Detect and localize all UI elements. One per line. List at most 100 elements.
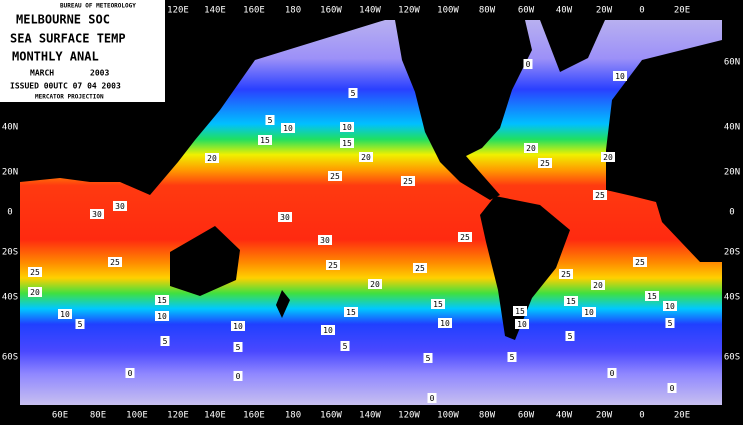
agency: BUREAU OF METEOROLOGY — [60, 3, 136, 10]
contour-label-box — [582, 307, 596, 317]
contour-label-box — [278, 212, 292, 222]
top-longitude: 20E — [674, 6, 690, 16]
contour-label-box — [90, 209, 104, 219]
contour-label-box — [326, 260, 340, 270]
contour-label-box — [593, 190, 607, 200]
contour-label: 25 — [30, 268, 40, 277]
contour-label: 10 — [233, 322, 243, 331]
top-longitude: 140E — [204, 6, 226, 16]
top-longitude: 120W — [398, 6, 420, 16]
contour-label: 0 — [236, 372, 241, 381]
contour-label: 5 — [343, 342, 348, 351]
contour-label: 15 — [566, 297, 576, 306]
contour-label-box — [28, 287, 42, 297]
contour-label: 5 — [568, 332, 573, 341]
contour-label-box — [75, 319, 85, 329]
contour-label: 25 — [110, 258, 120, 267]
contour-label-box — [328, 171, 342, 181]
contour-label-box — [565, 331, 575, 341]
bottom-longitude: 180 — [285, 411, 301, 421]
contour-label-box — [513, 306, 527, 316]
contour-label-box — [458, 232, 472, 242]
contour-label: 30 — [280, 213, 290, 222]
contour-label: 15 — [342, 139, 352, 148]
top-longitude: 160E — [243, 6, 265, 16]
header: BUREAU OF METEOROLOGY MELBOURNE SOC SEA … — [0, 0, 165, 102]
contour-label-box — [591, 280, 605, 290]
left-latitude: 0 — [7, 208, 12, 218]
issued: ISSUED 00UTC 07 04 2003 — [10, 82, 121, 91]
bottom-longitude: 160E — [243, 411, 265, 421]
contour-label-box — [438, 318, 452, 328]
top-longitude: 0 — [639, 6, 644, 16]
contour-label-box — [413, 263, 427, 273]
contour-label-box — [318, 235, 332, 245]
contour-label-box — [348, 88, 358, 98]
contour-label: 20 — [603, 153, 613, 162]
contour-label-box — [524, 143, 538, 153]
contour-label: 20 — [526, 144, 536, 153]
contour-label: 25 — [330, 172, 340, 181]
contour-label: 15 — [647, 292, 657, 301]
contour-label-box — [633, 257, 647, 267]
greenland — [540, 20, 605, 72]
contour-label: 15 — [515, 307, 525, 316]
contour-label-box — [607, 368, 617, 378]
contour-label-box — [423, 353, 433, 363]
right-latitude: 20N — [724, 168, 740, 178]
month: MARCH — [30, 69, 54, 78]
contour-label-box — [340, 122, 354, 132]
bottom-longitude: 80E — [90, 411, 106, 421]
right-latitude: 60S — [724, 353, 740, 363]
contour-label-box — [108, 257, 122, 267]
contour-label: 20 — [207, 154, 217, 163]
contour-label: 25 — [403, 177, 413, 186]
contour-label-box — [538, 158, 552, 168]
north-america — [395, 20, 532, 200]
contour-label: 10 — [665, 302, 675, 311]
contour-label-box — [401, 176, 415, 186]
contour-label-box — [515, 319, 529, 329]
contour-label: 20 — [30, 288, 40, 297]
bottom-longitude: 120E — [167, 411, 189, 421]
left-latitude: 20N — [2, 168, 18, 178]
contour-label-box — [340, 138, 354, 148]
contour-label: 15 — [433, 300, 443, 309]
contour-label-box — [265, 115, 275, 125]
new-zealand — [276, 290, 290, 318]
contour-label-box — [663, 301, 677, 311]
header-box — [0, 0, 165, 102]
contour-label: 25 — [595, 191, 605, 200]
contour-label: 0 — [610, 369, 615, 378]
contour-label: 25 — [635, 258, 645, 267]
contour-label: 20 — [370, 280, 380, 289]
contour-label-box — [344, 307, 358, 317]
product: SEA SURFACE TEMP — [10, 32, 126, 46]
contour-label: 10 — [323, 326, 333, 335]
contour-label-box — [665, 318, 675, 328]
contour-label-box — [645, 291, 659, 301]
left-latitude: 40S — [2, 293, 18, 303]
right-latitude: 40N — [724, 123, 740, 133]
bottom-longitude: 140E — [204, 411, 226, 421]
contour-label: 10 — [157, 312, 167, 321]
top-longitude: 180 — [285, 6, 301, 16]
contour-label: 25 — [415, 264, 425, 273]
contour-label-box — [431, 299, 445, 309]
contour-label: 5 — [236, 343, 241, 352]
bottom-longitude: 60W — [518, 411, 535, 421]
contour-label: 20 — [593, 281, 603, 290]
contour-label: 10 — [615, 72, 625, 81]
contour-label: 10 — [283, 124, 293, 133]
bottom-longitude: 20E — [674, 411, 690, 421]
contour-label: 25 — [460, 233, 470, 242]
bottom-longitude: 160W — [320, 411, 342, 421]
right-latitude: 60N — [724, 58, 740, 68]
right-latitude: 40S — [724, 293, 740, 303]
right-latitude: 20S — [724, 248, 740, 258]
contour-label: 15 — [260, 136, 270, 145]
contour-label: 30 — [115, 202, 125, 211]
contour-label: 5 — [668, 319, 673, 328]
